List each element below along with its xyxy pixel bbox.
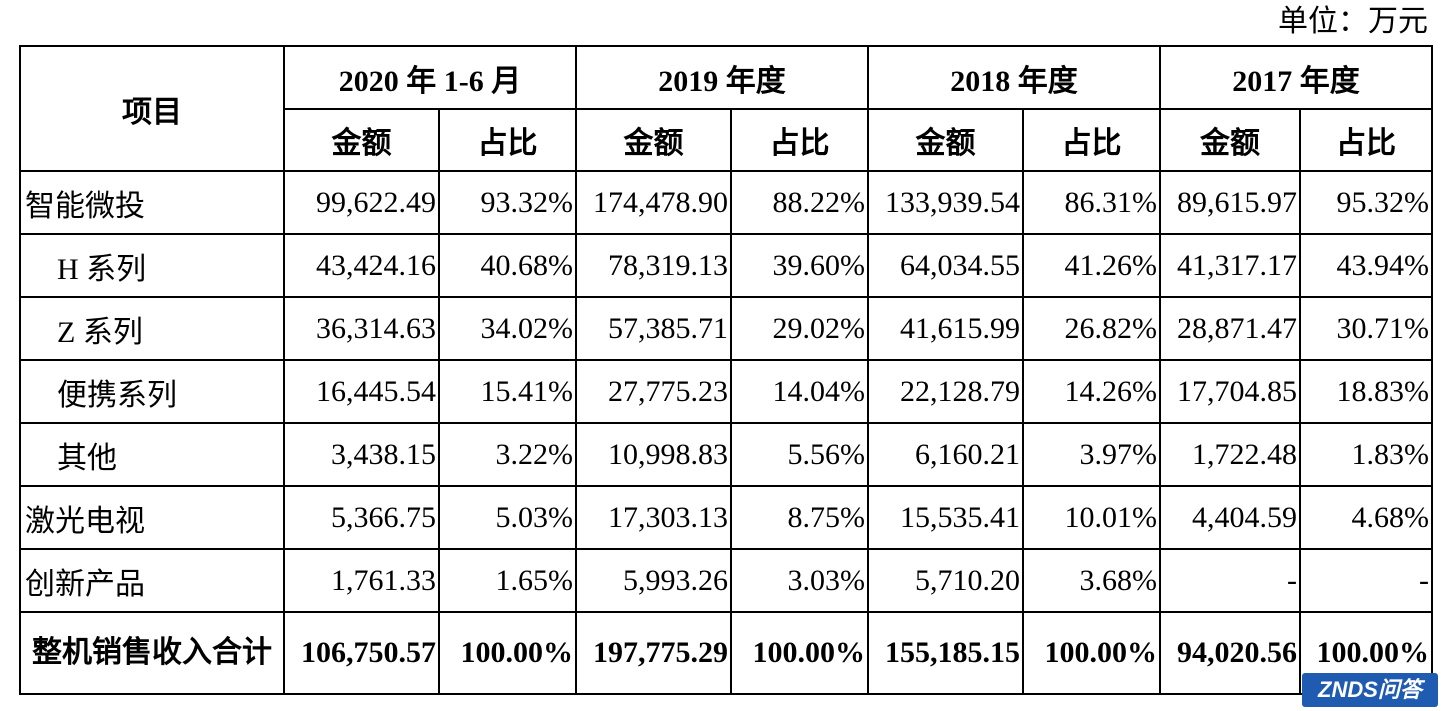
table-cell: 43.94%	[1299, 233, 1433, 298]
table-cell: 100.00%	[730, 611, 869, 695]
table-cell: 10,998.83	[575, 422, 732, 487]
table-cell: 27,775.23	[575, 359, 732, 424]
table-cell: -	[1299, 548, 1433, 613]
table-cell: 3,438.15	[283, 422, 440, 487]
total-label: 整机销售收入合计	[19, 611, 285, 695]
table-cell: 43,424.16	[283, 233, 440, 298]
table-cell: 14.26%	[1022, 359, 1161, 424]
ratio-column-header: 占比	[438, 108, 577, 172]
table-cell: 6,160.21	[867, 422, 1024, 487]
table-cell: 14.04%	[730, 359, 869, 424]
table-cell: 41,317.17	[1159, 233, 1301, 298]
table-cell: 4.68%	[1299, 485, 1433, 550]
total-row: 整机销售收入合计 106,750.57 100.00% 197,775.29 1…	[19, 611, 1433, 695]
table-cell: 34.02%	[438, 296, 577, 361]
table-cell: 94,020.56	[1159, 611, 1301, 695]
table-cell: 17,704.85	[1159, 359, 1301, 424]
table-cell: 5,366.75	[283, 485, 440, 550]
table-cell: 17,303.13	[575, 485, 732, 550]
table-cell: 3.03%	[730, 548, 869, 613]
table-cell: 106,750.57	[283, 611, 440, 695]
table-cell: 1,722.48	[1159, 422, 1301, 487]
table-cell: 78,319.13	[575, 233, 732, 298]
table-row: Z 系列 36,314.63 34.02% 57,385.71 29.02% 41,615…	[19, 296, 1433, 361]
table-cell: 1.65%	[438, 548, 577, 613]
table-cell: 86.31%	[1022, 170, 1161, 235]
table-cell: 64,034.55	[867, 233, 1024, 298]
table-cell: 133,939.54	[867, 170, 1024, 235]
table-cell: -	[1159, 548, 1301, 613]
period-header: 2018 年度	[867, 45, 1161, 110]
table-cell: 36,314.63	[283, 296, 440, 361]
table-cell: 1.83%	[1299, 422, 1433, 487]
table-cell: 4,404.59	[1159, 485, 1301, 550]
table-cell: 10.01%	[1022, 485, 1161, 550]
table-cell: 3.97%	[1022, 422, 1161, 487]
table-cell: 3.22%	[438, 422, 577, 487]
unit-label: 单位：万元	[1278, 5, 1428, 38]
table-cell: 41,615.99	[867, 296, 1024, 361]
row-label: 便携系列	[19, 359, 285, 424]
ratio-column-header: 占比	[1022, 108, 1161, 172]
row-label: 其他	[19, 422, 285, 487]
table-cell: 15,535.41	[867, 485, 1024, 550]
table-cell: 16,445.54	[283, 359, 440, 424]
row-label: Z 系列	[19, 296, 285, 361]
table-cell: 1,761.33	[283, 548, 440, 613]
table-cell: 5,993.26	[575, 548, 732, 613]
period-header: 2019 年度	[575, 45, 869, 110]
table-cell: 57,385.71	[575, 296, 732, 361]
ratio-column-header: 占比	[1299, 108, 1433, 172]
table-cell: 5,710.20	[867, 548, 1024, 613]
amount-column-header: 金额	[283, 108, 440, 172]
table-cell: 95.32%	[1299, 170, 1433, 235]
amount-column-header: 金额	[867, 108, 1024, 172]
table-cell: 40.68%	[438, 233, 577, 298]
table-cell: 174,478.90	[575, 170, 732, 235]
table-row: 智能微投 99,622.49 93.32% 174,478.90 88.22% 133,9…	[19, 170, 1433, 235]
table-cell: 22,128.79	[867, 359, 1024, 424]
table-cell: 3.68%	[1022, 548, 1161, 613]
table-row: 其他 3,438.15 3.22% 10,998.83 5.56% 6,160.21 3.9…	[19, 422, 1433, 487]
znds-watermark-logo: ZNDS问答	[1302, 673, 1438, 707]
item-column-header: 项目	[19, 45, 285, 172]
revenue-table: 项目 2020 年 1-6 月 2019 年度 2018 年度 2017 年度 …	[19, 45, 1433, 695]
row-label: H 系列	[19, 233, 285, 298]
amount-column-header: 金额	[575, 108, 732, 172]
table-cell: 197,775.29	[575, 611, 732, 695]
table-row: H 系列 43,424.16 40.68% 78,319.13 39.60% 64,034…	[19, 233, 1433, 298]
table-cell: 29.02%	[730, 296, 869, 361]
table-cell: 155,185.15	[867, 611, 1024, 695]
table-cell: 93.32%	[438, 170, 577, 235]
row-label: 智能微投	[19, 170, 285, 235]
table-cell: 5.03%	[438, 485, 577, 550]
header-row-columns: 金额 占比 金额 占比 金额 占比 金额 占比	[20, 108, 1433, 172]
period-header: 2020 年 1-6 月	[283, 45, 577, 110]
table-cell: 26.82%	[1022, 296, 1161, 361]
table-cell: 5.56%	[730, 422, 869, 487]
table-row: 便携系列 16,445.54 15.41% 27,775.23 14.04% 22,128…	[19, 359, 1433, 424]
table-cell: 89,615.97	[1159, 170, 1301, 235]
table-cell: 41.26%	[1022, 233, 1161, 298]
table-cell: 15.41%	[438, 359, 577, 424]
table-cell: 99,622.49	[283, 170, 440, 235]
period-header: 2017 年度	[1159, 45, 1433, 110]
ratio-column-header: 占比	[730, 108, 869, 172]
table-cell: 18.83%	[1299, 359, 1433, 424]
table-cell: 8.75%	[730, 485, 869, 550]
table-cell: 39.60%	[730, 233, 869, 298]
amount-column-header: 金额	[1159, 108, 1301, 172]
table-cell: 30.71%	[1299, 296, 1433, 361]
row-label: 激光电视	[19, 485, 285, 550]
table-cell: 28,871.47	[1159, 296, 1301, 361]
row-label: 创新产品	[19, 548, 285, 613]
header-row-periods: 项目 2020 年 1-6 月 2019 年度 2018 年度 2017 年度	[19, 45, 1433, 172]
table-row: 创新产品 1,761.33 1.65% 5,993.26 3.03% 5,710.20 3.…	[19, 548, 1433, 613]
table-row: 激光电视 5,366.75 5.03% 17,303.13 8.75% 15,535.41…	[19, 485, 1433, 550]
table-cell: 100.00%	[438, 611, 577, 695]
table-cell: 100.00%	[1022, 611, 1161, 695]
table-cell: 88.22%	[730, 170, 869, 235]
